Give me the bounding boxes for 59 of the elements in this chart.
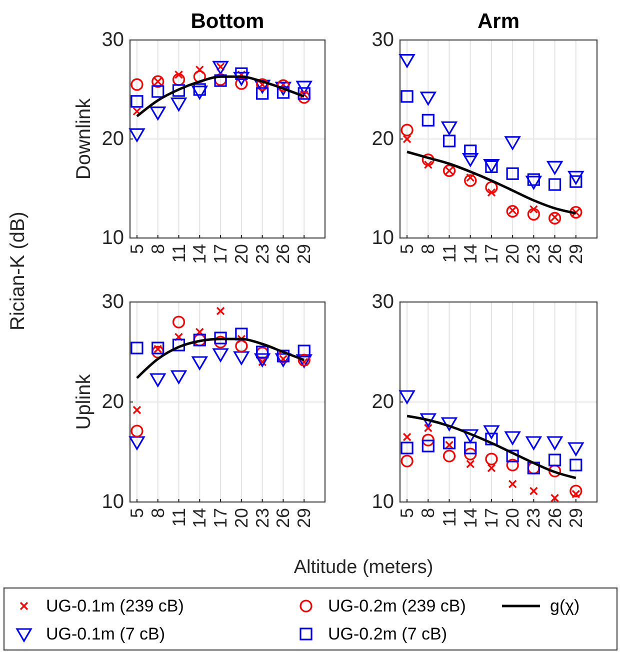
y-tick-label: 30 <box>372 29 394 51</box>
x-tick-label: 8 <box>148 508 168 518</box>
y-tick-label: 20 <box>102 391 124 413</box>
y-tick-label: 10 <box>372 491 394 513</box>
x-tick-label: 5 <box>126 244 147 254</box>
x-tick-label: 8 <box>148 244 168 254</box>
y-tick-label: 20 <box>372 128 394 150</box>
x-tick-label: 5 <box>397 508 418 518</box>
x-tick-label: 23 <box>524 244 544 264</box>
y-tick-label: 20 <box>372 391 394 413</box>
x-tick-label: 14 <box>190 508 210 528</box>
x-tick-label: 5 <box>397 244 418 254</box>
text: Rician-K (dB) <box>7 212 29 330</box>
x-tick-label: 11 <box>168 508 189 527</box>
x-tick-label: 29 <box>566 244 586 264</box>
x-tick-label: 20 <box>231 508 252 528</box>
x-tick-label: 20 <box>502 508 523 528</box>
legend-label: UG-0.2m (7 cB) <box>328 624 448 644</box>
y-tick-label: 20 <box>102 128 124 150</box>
x-tick-label: 11 <box>439 508 460 527</box>
x-tick-label: 29 <box>294 244 314 264</box>
x-tick-label: 20 <box>502 244 523 264</box>
x-tick-label: 26 <box>544 508 565 528</box>
y-tick-label: 10 <box>102 227 124 249</box>
x-tick-label: 29 <box>294 508 314 528</box>
x-tick-label: 14 <box>190 244 210 264</box>
y-tick-label: 10 <box>102 491 124 513</box>
x-tick-label: 8 <box>418 244 438 254</box>
x-tick-label: 11 <box>439 244 460 263</box>
x-tick-label: 26 <box>544 244 565 264</box>
x-tick-label: 20 <box>231 244 252 264</box>
x-tick-label: 29 <box>566 508 586 528</box>
chart-title: Arm <box>477 10 520 33</box>
x-tick-label: 23 <box>252 508 272 528</box>
y-tick-label: 30 <box>372 291 394 313</box>
legend-label: UG-0.2m (239 cB) <box>328 596 466 616</box>
legend-label: g(χ) <box>550 596 580 616</box>
x-tick-label: 11 <box>168 244 189 263</box>
legend-label: UG-0.1m (239 cB) <box>46 596 184 616</box>
x-tick-label: 17 <box>481 508 502 528</box>
x-tick-label: 17 <box>210 244 231 264</box>
x-tick-label: 26 <box>273 244 294 264</box>
y-tick-label: 10 <box>372 227 394 249</box>
x-tick-label: 14 <box>460 244 480 264</box>
legend-label: UG-0.1m (7 cB) <box>46 624 166 644</box>
x-tick-label: 5 <box>126 508 147 518</box>
x-tick-label: 14 <box>460 508 480 528</box>
x-tick-label: 17 <box>481 244 502 264</box>
x-tick-label: 17 <box>210 508 231 528</box>
x-axis-title: Altitude (meters) <box>294 557 434 578</box>
chart-title: Bottom <box>190 10 264 33</box>
y-axis-title: Uplink <box>73 373 95 430</box>
x-tick-label: 26 <box>273 508 294 528</box>
x-tick-label: 23 <box>252 244 272 264</box>
y-tick-label: 30 <box>102 291 124 313</box>
x-tick-label: 23 <box>524 508 544 528</box>
y-tick-label: 30 <box>102 29 124 51</box>
y-axis-title: Downlink <box>73 97 95 180</box>
x-tick-label: 8 <box>418 508 438 518</box>
